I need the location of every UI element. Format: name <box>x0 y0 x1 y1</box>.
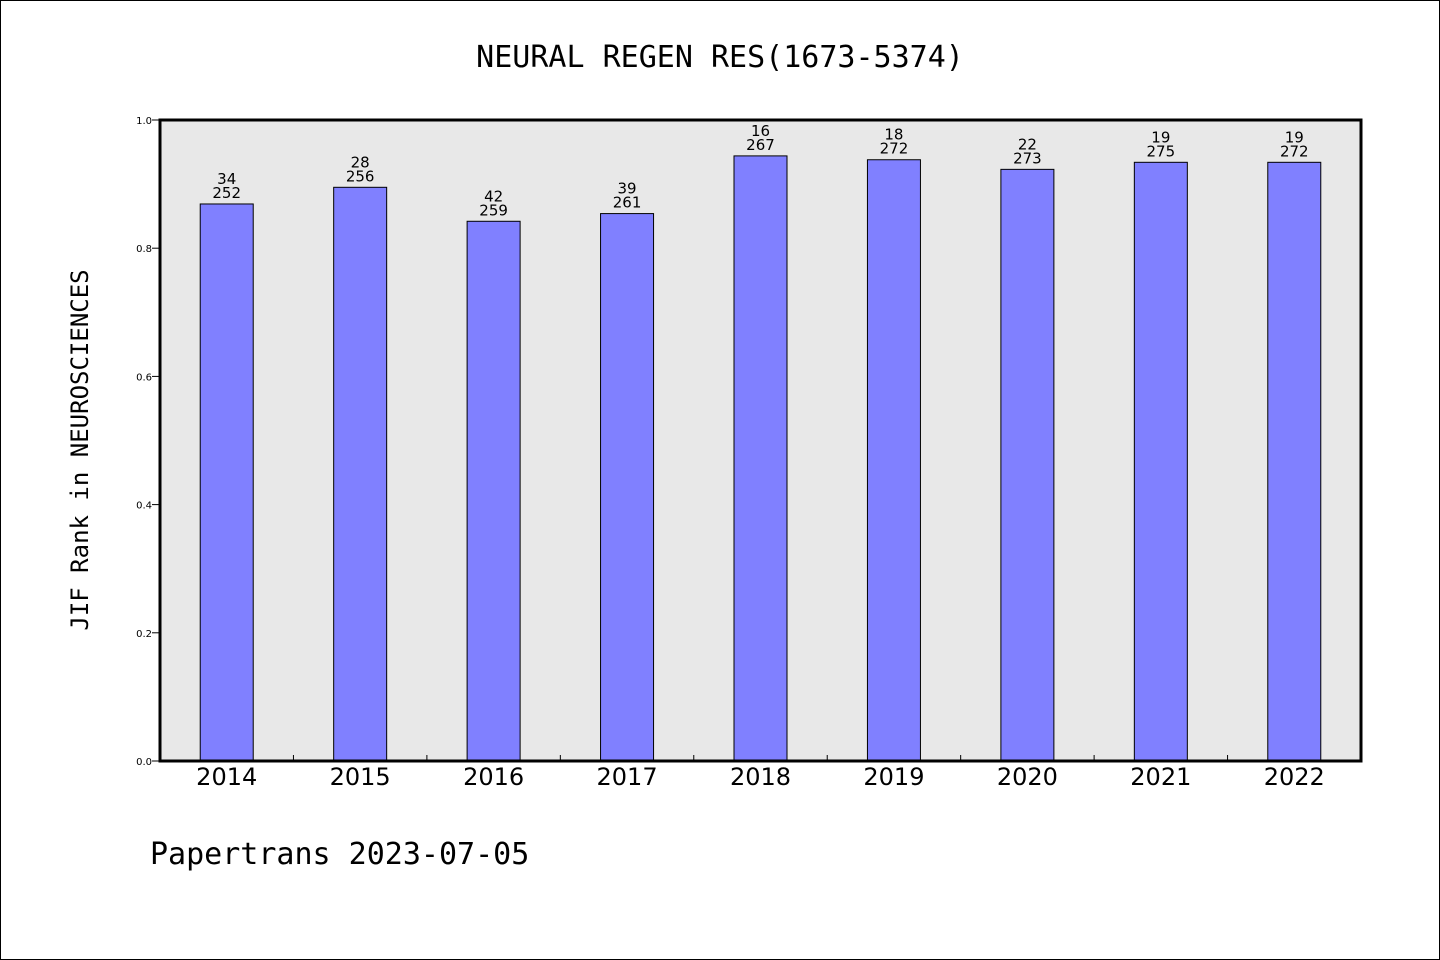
y-axis-label: JIF Rank in NEUROSCIENCES <box>66 269 94 630</box>
bar-2016 <box>466 220 521 762</box>
bar-rank-label-2014: 34 <box>217 170 236 188</box>
y-tick-label: 0.2 <box>136 629 152 640</box>
y-tick-label: 0.6 <box>136 372 152 383</box>
bar-2019 <box>866 159 921 762</box>
bar-total-label-2016: 259 <box>479 201 508 219</box>
bar-rank-label-2017: 39 <box>618 180 637 198</box>
bar-total-label-2020: 273 <box>1013 149 1042 167</box>
bars-layer <box>199 155 1322 762</box>
x-tick-label-2017: 2017 <box>597 763 658 791</box>
x-tick-label-2022: 2022 <box>1264 763 1325 791</box>
bar-2022 <box>1267 161 1322 762</box>
x-tick-label-2018: 2018 <box>730 763 791 791</box>
bar-total-label-2021: 275 <box>1147 142 1176 160</box>
bar-2018 <box>733 155 788 762</box>
x-tick-label-2021: 2021 <box>1130 763 1191 791</box>
x-axis: 2014 2015 2016 2017 2018 2019 2020 2021 2022 <box>196 755 1325 791</box>
bar-2020 <box>1000 168 1055 762</box>
bar-total-label-2018: 267 <box>746 136 775 154</box>
bar-total-label-2015: 256 <box>346 167 375 185</box>
x-tick-label-2019: 2019 <box>863 763 924 791</box>
bar-rank-label-2022: 19 <box>1285 128 1304 146</box>
bar-rank-label-2021: 19 <box>1151 128 1170 146</box>
y-tick-label: 0.4 <box>136 501 152 512</box>
bar-rank-label-2019: 18 <box>884 126 903 144</box>
bar-2021 <box>1133 161 1188 762</box>
footer-watermark: Papertrans 2023-07-05 <box>150 837 529 872</box>
bar-total-label-2017: 261 <box>613 194 642 212</box>
plot-border <box>158 118 1363 763</box>
bar-2014 <box>199 203 254 762</box>
bar-rank-label-2018: 16 <box>751 122 770 140</box>
bar-total-label-2019: 272 <box>880 140 909 158</box>
y-tick-label: 1.0 <box>136 116 152 127</box>
chart-title: NEURAL REGEN RES(1673-5374) <box>476 40 964 75</box>
x-tick-label-2016: 2016 <box>463 763 524 791</box>
x-tick-label-2015: 2015 <box>330 763 391 791</box>
y-tick-label: 0.0 <box>136 757 152 768</box>
bar-2015 <box>333 186 388 762</box>
y-axis: 0.0 0.2 0.4 0.6 0.8 1.0 <box>136 116 160 768</box>
x-tick-label-2014: 2014 <box>196 763 257 791</box>
bar-rank-label-2015: 28 <box>351 153 370 171</box>
bar-total-label-2014: 252 <box>212 184 241 202</box>
y-tick-label: 0.8 <box>136 244 152 255</box>
bar-rank-label-2016: 42 <box>484 187 503 205</box>
bar-total-label-2022: 272 <box>1280 142 1309 160</box>
bar-2017 <box>600 213 655 762</box>
x-tick-label-2020: 2020 <box>997 763 1058 791</box>
bar-rank-label-2020: 22 <box>1018 135 1037 153</box>
